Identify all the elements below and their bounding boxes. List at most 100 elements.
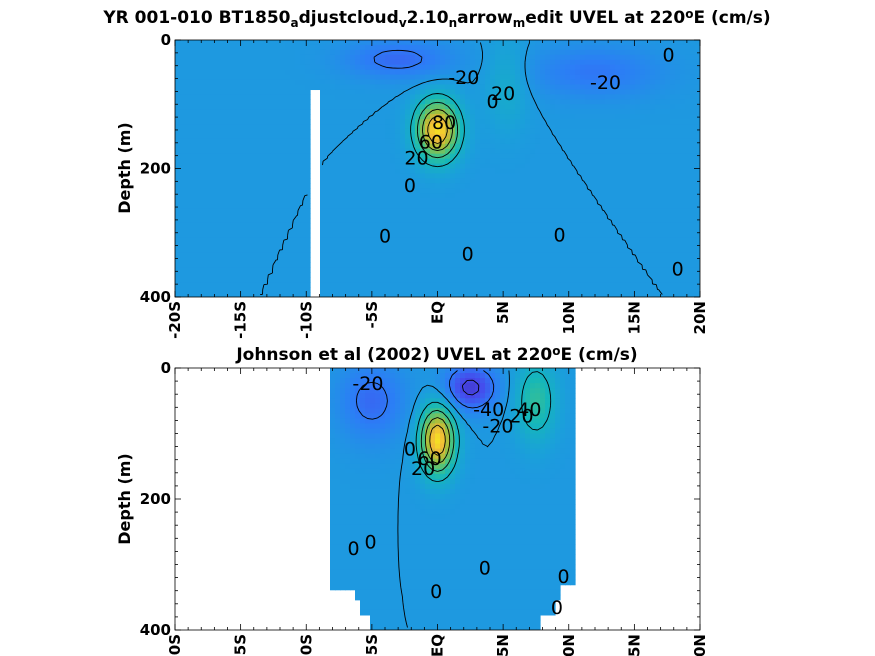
heatmap-cell [225, 203, 231, 209]
heatmap-cell [365, 217, 371, 224]
heatmap-cell [215, 158, 221, 165]
heatmap-cell [245, 188, 251, 194]
heatmap-cell [580, 183, 586, 189]
heatmap-cell [390, 217, 396, 224]
heatmap-cell [655, 163, 661, 170]
heatmap-cell [460, 158, 466, 165]
heatmap-cell [535, 119, 541, 125]
heatmap-cell [360, 193, 366, 199]
heatmap-cell [205, 212, 211, 219]
heatmap-cell [400, 128, 406, 135]
heatmap-cell [185, 119, 191, 125]
heatmap-cell [270, 277, 276, 283]
heatmap-cell [660, 163, 666, 170]
heatmap-cell [620, 133, 626, 140]
heatmap-cell [305, 232, 311, 239]
heatmap-cell [455, 262, 461, 268]
heatmap-cell [250, 44, 256, 51]
heatmap-cell [325, 148, 331, 155]
heatmap-cell [275, 79, 281, 86]
heatmap-cell [650, 49, 656, 56]
heatmap-cell [465, 257, 471, 263]
heatmap-cell [200, 247, 206, 254]
heatmap-cell [480, 188, 486, 194]
heatmap-cell [465, 79, 471, 86]
heatmap-cell [295, 124, 301, 130]
heatmap-cell [530, 188, 536, 194]
heatmap-cell [440, 40, 446, 46]
heatmap-cell [505, 84, 511, 91]
heatmap-cell [255, 277, 261, 283]
heatmap-cell [360, 99, 366, 105]
heatmap-cell [205, 227, 211, 234]
heatmap-cell [245, 40, 251, 46]
heatmap-cell [545, 119, 551, 125]
heatmap-cell [390, 104, 396, 110]
heatmap-cell [185, 99, 191, 105]
heatmap-cell [375, 114, 381, 120]
heatmap-cell [545, 49, 551, 56]
heatmap-cell [225, 74, 231, 81]
heatmap-cell [330, 128, 336, 135]
heatmap-cell [560, 119, 566, 125]
heatmap-cell [650, 222, 656, 229]
heatmap-cell [650, 208, 656, 214]
heatmap-cell [380, 124, 386, 130]
heatmap-cell [345, 208, 351, 214]
heatmap-cell [475, 124, 481, 130]
heatmap-cell [360, 262, 366, 268]
heatmap-cell [595, 143, 601, 150]
heatmap-cell [420, 217, 426, 224]
heatmap-cell [580, 203, 586, 209]
heatmap-cell [480, 44, 486, 51]
heatmap-cell [285, 173, 291, 179]
heatmap-cell [180, 217, 186, 224]
heatmap-cell [640, 94, 646, 100]
heatmap-cell [630, 227, 636, 234]
heatmap-cell [545, 183, 551, 189]
heatmap-cell [415, 267, 421, 273]
heatmap-cell [380, 94, 386, 100]
heatmap-cell [390, 99, 396, 105]
heatmap-cell [575, 232, 581, 239]
heatmap-cell [660, 94, 666, 100]
heatmap-cell [630, 44, 636, 51]
heatmap-cell [435, 242, 441, 249]
heatmap-cell [485, 84, 491, 91]
heatmap-cell [320, 208, 326, 214]
heatmap-cell [220, 79, 226, 86]
heatmap-cell [530, 44, 536, 51]
heatmap-cell [600, 128, 606, 135]
heatmap-cell [205, 79, 211, 86]
heatmap-cell [195, 74, 201, 81]
heatmap-cell [480, 153, 486, 160]
heatmap-cell [270, 104, 276, 110]
heatmap-cell [420, 212, 426, 219]
heatmap-cell [445, 262, 451, 268]
heatmap-cell [630, 40, 636, 46]
heatmap-cell [200, 267, 206, 273]
heatmap-cell [235, 148, 241, 155]
heatmap-cell [410, 262, 416, 268]
heatmap-cell [330, 168, 336, 175]
heatmap-cell [450, 40, 456, 46]
heatmap-cell [195, 44, 201, 51]
heatmap-cell [420, 54, 426, 61]
heatmap-cell [560, 208, 566, 214]
heatmap-cell [185, 242, 191, 249]
heatmap-cell [595, 168, 601, 175]
heatmap-cell [500, 69, 506, 76]
heatmap-cell [260, 99, 266, 105]
heatmap-cell [260, 208, 266, 214]
heatmap-cell [525, 49, 531, 56]
heatmap-cell [460, 133, 466, 140]
heatmap-cell [195, 104, 201, 110]
heatmap-cell [245, 124, 251, 130]
heatmap-cell [300, 173, 306, 179]
heatmap-cell [535, 257, 541, 263]
heatmap-cell [660, 133, 666, 140]
heatmap-cell [525, 133, 531, 140]
heatmap-cell [455, 114, 461, 120]
heatmap-cell [420, 114, 426, 120]
heatmap-cell [440, 178, 446, 184]
